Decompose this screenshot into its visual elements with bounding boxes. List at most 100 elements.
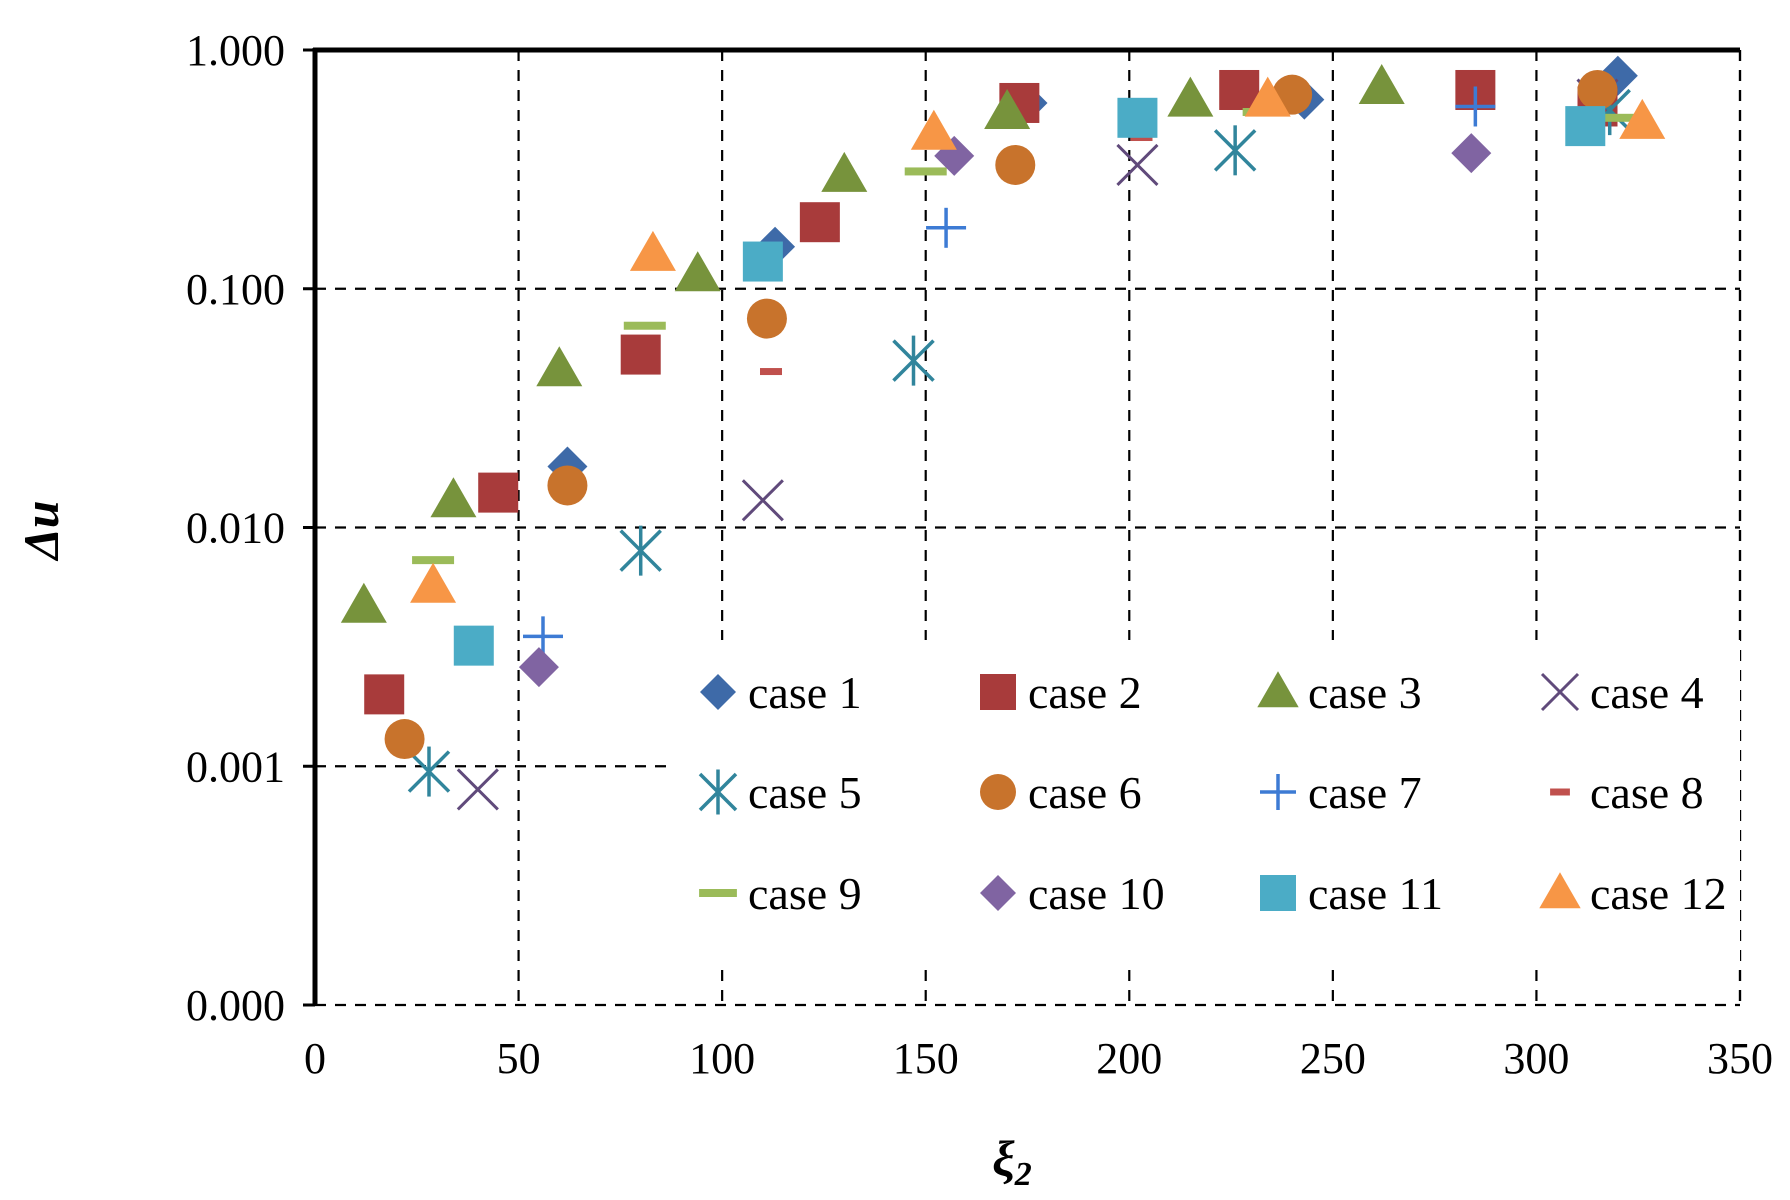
data-point [430, 477, 477, 518]
data-point [623, 321, 666, 330]
data-point [1451, 133, 1492, 174]
y-tick-label: 0.001 [186, 742, 285, 791]
data-point [1565, 106, 1606, 147]
legend-item: case 12 [1539, 868, 1727, 919]
legend-label: case 12 [1590, 868, 1727, 919]
data-point [453, 625, 494, 666]
series-12 [410, 76, 1666, 603]
legend-item: case 10 [980, 868, 1165, 919]
legend-item: case 2 [980, 667, 1142, 718]
y-axis-title: Δu ¯ [0, 500, 69, 561]
data-point [629, 230, 676, 271]
x-tick-label: 50 [497, 1034, 541, 1083]
legend-marker [1260, 774, 1296, 810]
data-point [620, 334, 661, 375]
data-point [523, 616, 563, 657]
svg-text:Δu: Δu [13, 500, 69, 561]
data-point [984, 88, 1031, 129]
data-point [407, 746, 451, 797]
legend-marker [1257, 671, 1299, 708]
legend-marker [980, 875, 1016, 911]
data-point [1455, 86, 1496, 127]
data-point [760, 368, 782, 376]
legend-item: case 6 [980, 767, 1142, 818]
y-axis-title-delta: Δ [13, 528, 69, 561]
y-tick-label: 0.000 [186, 981, 285, 1030]
legend-marker [700, 674, 736, 710]
legend-item: case 9 [699, 868, 862, 919]
data-point [1605, 113, 1647, 122]
data-point [799, 202, 840, 243]
series-3 [340, 63, 1405, 623]
legend-label: case 5 [748, 767, 862, 818]
legend-label: case 1 [748, 667, 862, 718]
data-point [742, 241, 783, 282]
legend-marker [980, 674, 1016, 710]
series-11 [453, 97, 1606, 666]
legend-item: case 3 [1257, 667, 1422, 718]
y-tick-label: 1.000 [186, 26, 285, 75]
legend-marker [1260, 875, 1296, 911]
legend-marker [699, 889, 737, 897]
legend-marker [1550, 788, 1570, 796]
x-tick-label: 350 [1707, 1034, 1773, 1083]
x-tick-label: 200 [1096, 1034, 1162, 1083]
data-point [910, 109, 957, 150]
data-point [547, 465, 588, 506]
x-axis-title-subscript: 2 [1014, 1156, 1032, 1193]
data-point [1116, 143, 1159, 187]
data-point [1167, 76, 1214, 117]
y-tick-label: 0.010 [186, 504, 285, 553]
series-7 [523, 86, 1496, 657]
data-point [518, 647, 559, 688]
data-point [412, 556, 455, 565]
legend-item: case 7 [1260, 767, 1422, 818]
data-points [340, 55, 1666, 811]
legend-label: case 2 [1028, 667, 1142, 718]
legend-item: case 11 [1260, 868, 1443, 919]
data-point [364, 674, 405, 715]
data-point [1619, 98, 1666, 139]
x-axis-title-xi: ξ [992, 1130, 1015, 1186]
data-point [741, 479, 784, 522]
legend-label: case 3 [1308, 667, 1422, 718]
data-point [926, 207, 967, 248]
data-point [536, 346, 583, 387]
x-tick-label: 250 [1300, 1034, 1366, 1083]
data-point [892, 335, 935, 386]
data-point [456, 768, 499, 811]
data-point [478, 472, 519, 513]
data-point [619, 525, 662, 576]
legend-label: case 6 [1028, 767, 1142, 818]
data-point [995, 144, 1036, 185]
x-axis-title: ξ2 [992, 1130, 1031, 1193]
data-point [384, 719, 425, 760]
legend-label: case 4 [1590, 667, 1704, 718]
legend-item: case 5 [698, 767, 862, 818]
data-point [1244, 76, 1291, 117]
y-axis-title-u: u [13, 500, 69, 528]
legend-label: case 7 [1308, 767, 1422, 818]
data-point [410, 562, 457, 603]
data-point [821, 151, 868, 192]
data-point [1358, 63, 1405, 104]
data-point [1577, 69, 1618, 110]
tick-labels: 0 50 100 150 200 250 300 350 0.000 0.001 0.010 0.10… [186, 26, 1773, 1083]
legend-label: case 9 [748, 868, 862, 919]
legend-item: case 1 [700, 667, 862, 718]
data-point [1213, 125, 1257, 176]
legend-marker [698, 769, 738, 815]
data-point [674, 251, 721, 292]
x-tick-label: 100 [689, 1034, 755, 1083]
legend-label: case 10 [1028, 868, 1165, 919]
legend-label: case 8 [1590, 767, 1704, 818]
data-point [746, 298, 787, 339]
data-point [1117, 97, 1158, 138]
x-tick-label: 150 [893, 1034, 959, 1083]
legend-marker [980, 774, 1016, 810]
y-tick-label: 0.100 [186, 265, 285, 314]
data-point [904, 167, 947, 176]
legend-marker [1540, 672, 1580, 712]
